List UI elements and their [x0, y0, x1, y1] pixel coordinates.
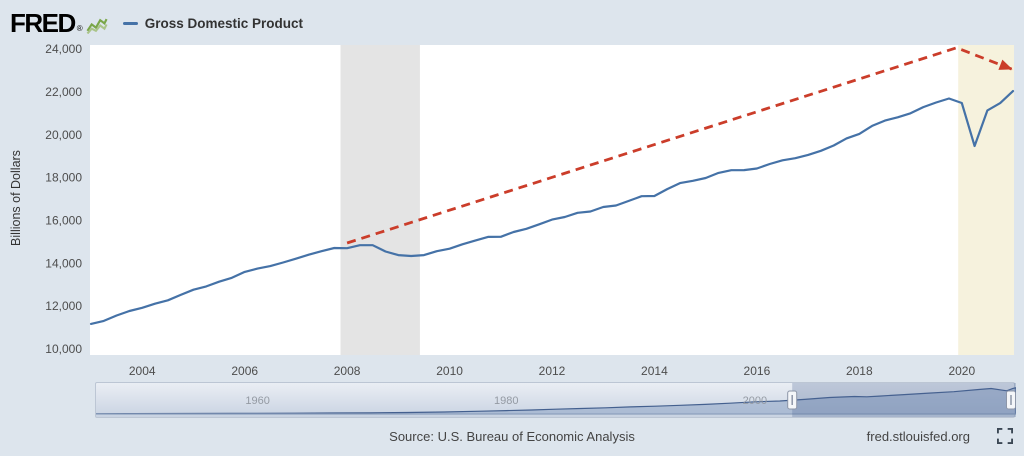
mini-area-series: [96, 387, 1016, 415]
mini-axis-label: 1960: [245, 395, 269, 407]
y-tick-label: 20,000: [45, 128, 82, 142]
mini-chart[interactable]: 1960 1980 2000: [96, 383, 1016, 417]
y-tick-label: 16,000: [45, 214, 82, 228]
y-tick-label: 22,000: [45, 85, 82, 99]
fullscreen-icon[interactable]: [997, 428, 1013, 444]
fred-logo[interactable]: FRED ®: [10, 8, 108, 38]
recession-band: [340, 45, 420, 355]
plot-area: [90, 45, 1014, 355]
x-tick-label: 2010: [436, 364, 463, 378]
y-tick-label: 18,000: [45, 171, 82, 185]
y-tick-label: 10,000: [45, 342, 82, 356]
main-chart[interactable]: 10,000 12,000 14,000 16,000 18,000 20,000 22,0…: [0, 38, 1024, 380]
trend-arrowhead-icon: [998, 59, 1013, 70]
x-tick-label: 2016: [744, 364, 771, 378]
series-label: Gross Domestic Product: [144, 15, 303, 31]
footer-bar: Source: U.S. Bureau of Economic Analysis…: [0, 420, 1024, 454]
y-tick-label: 24,000: [45, 42, 82, 56]
mini-axis-label: 2000: [743, 395, 767, 407]
x-tick-label: 2008: [334, 364, 361, 378]
x-tick-label: 2006: [231, 364, 258, 378]
fred-logo-text: FRED: [10, 8, 76, 38]
registered-trademark: ®: [76, 24, 83, 33]
trend-dashed-line[interactable]: [346, 46, 1014, 245]
selected-range-overlay[interactable]: [792, 383, 1016, 417]
fred-sparkline-icon: [86, 18, 108, 34]
y-axis-title: Billions of Dollars: [9, 150, 23, 246]
y-tick-label: 14,000: [45, 256, 82, 270]
y-tick-label: 12,000: [45, 299, 82, 313]
chart-region: Billions of Dollars 10,000 12,000 14,000 16…: [0, 38, 1024, 380]
date-range-slider[interactable]: 1960 1980 2000: [95, 382, 1016, 418]
series-color-swatch: [122, 21, 138, 25]
slider-handle-left[interactable]: [787, 390, 798, 410]
gdp-line-series[interactable]: [89, 90, 1015, 325]
header-bar: FRED ® Gross Domestic Product: [0, 0, 1024, 38]
x-tick-label: 2020: [948, 364, 975, 378]
site-link[interactable]: fred.stlouisfed.org: [866, 429, 970, 444]
recent-highlight-band: [958, 45, 1014, 355]
x-tick-label: 2012: [539, 364, 566, 378]
x-tick-label: 2018: [846, 364, 873, 378]
source-note: Source: U.S. Bureau of Economic Analysis: [389, 429, 635, 444]
x-tick-label: 2014: [641, 364, 668, 378]
chart-legend: Gross Domestic Product: [122, 15, 303, 31]
x-tick-label: 2004: [129, 364, 156, 378]
slider-handle-right[interactable]: [1006, 390, 1016, 410]
mini-axis-label: 1980: [494, 395, 518, 407]
